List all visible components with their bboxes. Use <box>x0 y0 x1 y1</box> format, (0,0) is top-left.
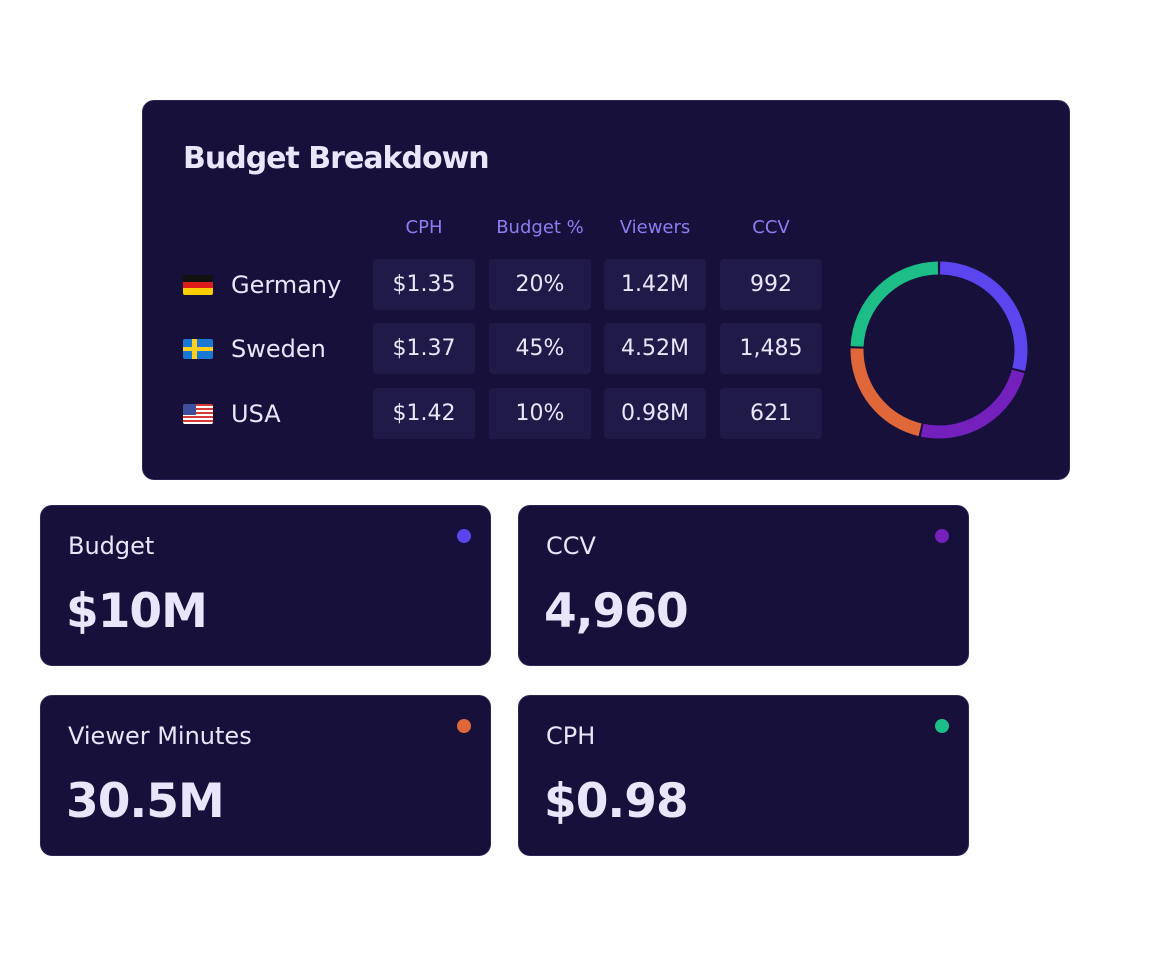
table-row-sweden: Sweden <box>183 335 326 363</box>
donut-segment-4 <box>850 261 939 347</box>
table-cell-cph: $1.37 <box>373 323 475 374</box>
metric-card-cph: CPH $0.98 <box>518 695 969 856</box>
table-cell-cph: $1.42 <box>373 388 475 439</box>
donut-segment-1 <box>939 261 1028 371</box>
table-cell-viewers: 1.42M <box>604 259 706 310</box>
country-name: Sweden <box>231 335 326 363</box>
flag-germany-icon <box>183 275 213 295</box>
budget-breakdown-panel: Budget Breakdown CPH Budget % Viewers CC… <box>142 100 1070 480</box>
column-header-budget-pct: Budget % <box>496 217 584 238</box>
status-dot <box>935 529 949 543</box>
metric-label: Budget <box>68 532 155 560</box>
country-name: USA <box>231 400 281 428</box>
metric-label: CPH <box>546 722 596 750</box>
donut-segment-3 <box>850 348 922 437</box>
flag-sweden-icon <box>183 339 213 359</box>
metric-value: $0.98 <box>544 774 689 829</box>
table-cell-budget-pct: 20% <box>489 259 591 310</box>
table-cell-ccv: 621 <box>720 388 822 439</box>
table-cell-budget-pct: 45% <box>489 323 591 374</box>
metric-card-ccv: CCV 4,960 <box>518 505 969 666</box>
country-name: Germany <box>231 271 342 299</box>
status-dot <box>457 719 471 733</box>
status-dot <box>935 719 949 733</box>
column-header-ccv: CCV <box>752 217 790 238</box>
table-cell-ccv: 1,485 <box>720 323 822 374</box>
metric-value: 4,960 <box>544 584 689 639</box>
flag-usa-icon <box>183 404 213 424</box>
budget-donut-chart <box>850 261 1028 439</box>
table-cell-budget-pct: 10% <box>489 388 591 439</box>
table-cell-viewers: 4.52M <box>604 323 706 374</box>
table-cell-viewers: 0.98M <box>604 388 706 439</box>
metric-card-budget: Budget $10M <box>40 505 491 666</box>
column-header-cph: CPH <box>405 217 443 238</box>
panel-title: Budget Breakdown <box>183 141 490 176</box>
table-row-germany: Germany <box>183 271 342 299</box>
table-cell-ccv: 992 <box>720 259 822 310</box>
metric-label: Viewer Minutes <box>68 722 252 750</box>
table-row-usa: USA <box>183 400 281 428</box>
column-header-viewers: Viewers <box>619 217 691 238</box>
metric-label: CCV <box>546 532 596 560</box>
status-dot <box>457 529 471 543</box>
table-cell-cph: $1.35 <box>373 259 475 310</box>
metric-value: 30.5M <box>66 774 225 829</box>
metric-value: $10M <box>66 584 208 639</box>
donut-segment-2 <box>920 369 1025 439</box>
metric-card-viewer-minutes: Viewer Minutes 30.5M <box>40 695 491 856</box>
